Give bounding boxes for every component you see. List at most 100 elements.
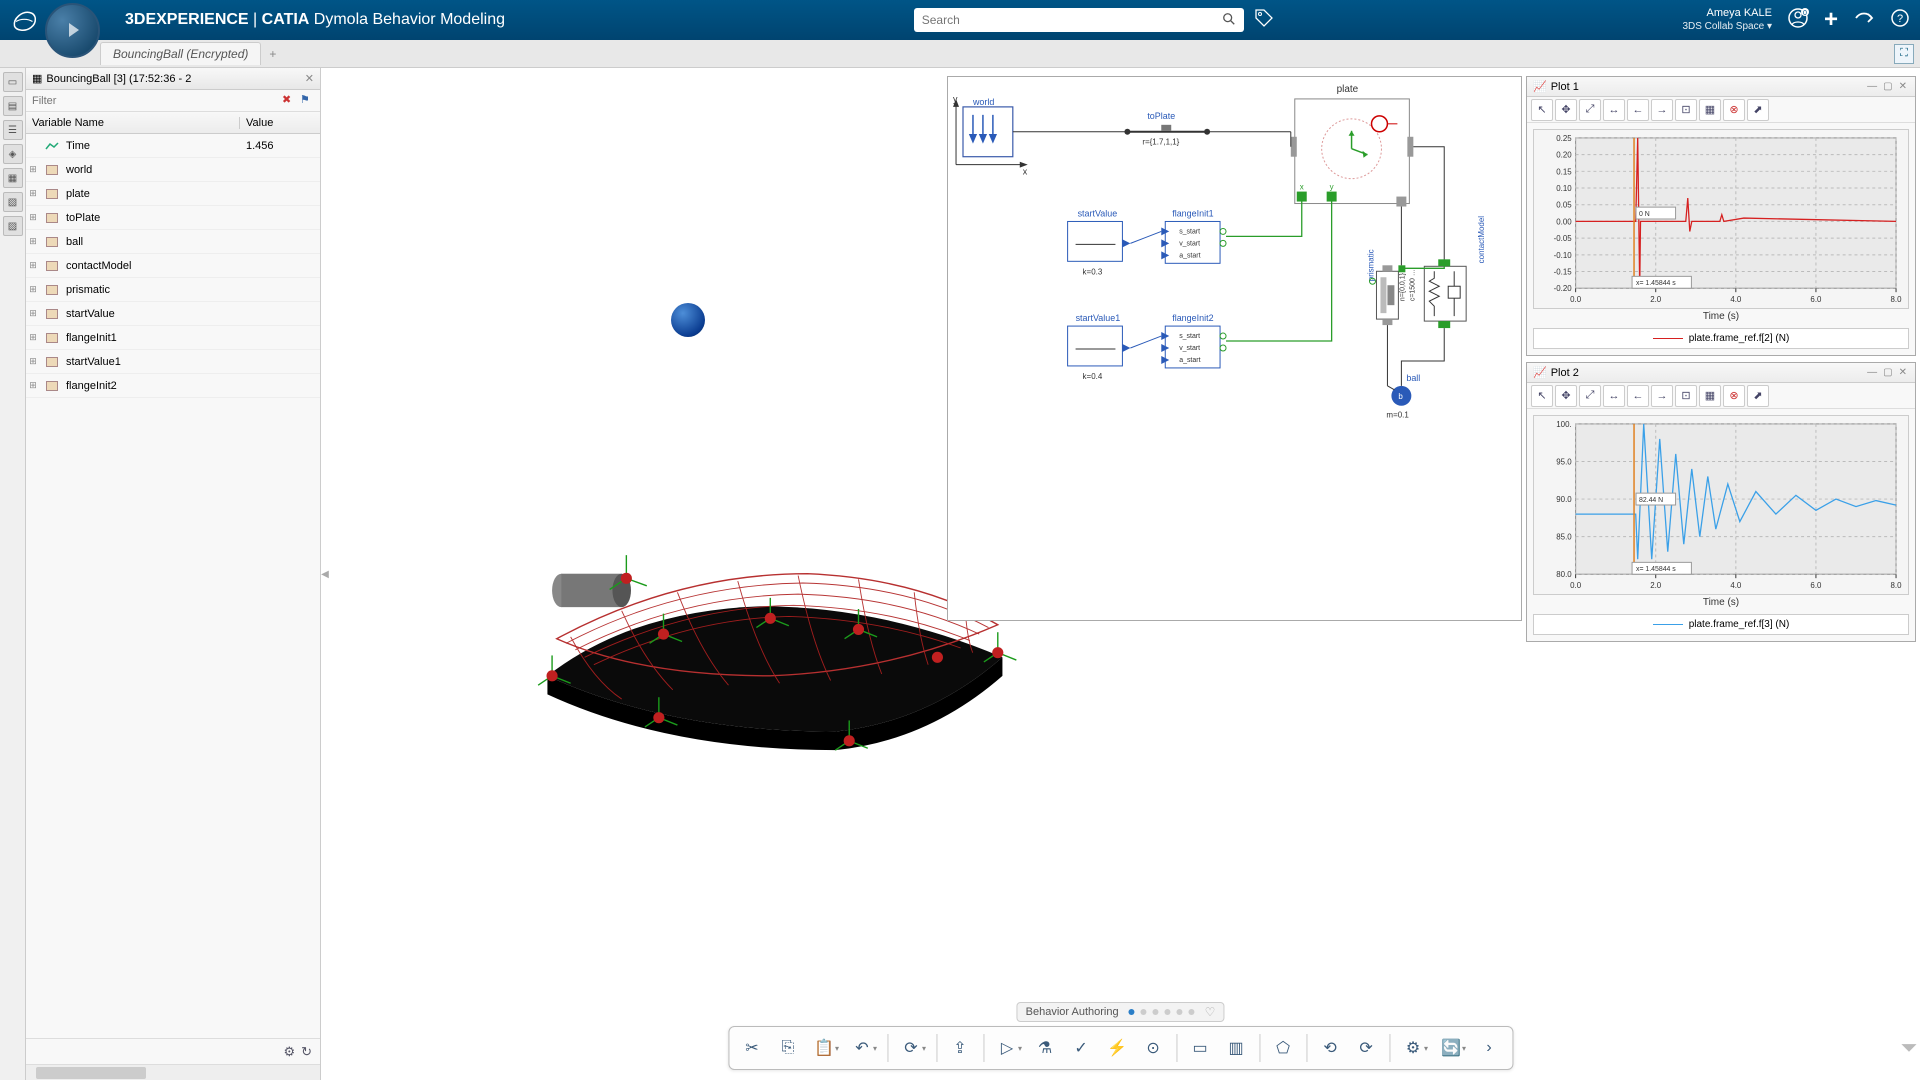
plot-tool-back[interactable]: ←	[1627, 99, 1649, 121]
variable-row[interactable]: ⊞flangeInit2	[26, 374, 320, 398]
undo-dropdown[interactable]: ▾	[873, 1044, 877, 1053]
variable-row[interactable]: ⊞startValue	[26, 302, 320, 326]
plot-tool-back[interactable]: ←	[1627, 385, 1649, 407]
variable-row[interactable]: ⊞startValue1	[26, 350, 320, 374]
plot-tool-zoom[interactable]: ⤢	[1579, 99, 1601, 121]
expand-icon[interactable]: ⊞	[26, 356, 40, 367]
share-icon[interactable]	[1853, 7, 1875, 34]
resize-handle-icon[interactable]: ◣	[1899, 1034, 1919, 1054]
plot-maximize-icon[interactable]: ▢	[1881, 367, 1894, 378]
expand-icon[interactable]: ⊞	[26, 212, 40, 223]
plot-1-chart[interactable]: 0.250.200.150.100.050.00-0.05-0.10-0.15-…	[1533, 129, 1909, 309]
plot-tool-zoomx[interactable]: ↔	[1603, 385, 1625, 407]
view2-button[interactable]: ▥	[1219, 1031, 1253, 1065]
left-tool-3[interactable]: ☰	[3, 120, 23, 140]
footer-settings-icon[interactable]: ⚙	[283, 1044, 295, 1060]
plot-tool-fit[interactable]: ⊡	[1675, 385, 1697, 407]
plot-close-icon[interactable]: ✕	[1897, 367, 1909, 378]
plot-tool-clear[interactable]: ⊗	[1723, 385, 1745, 407]
plot-tool-fwd[interactable]: →	[1651, 385, 1673, 407]
variable-row[interactable]: ⊞prismatic	[26, 278, 320, 302]
expand-icon[interactable]: ⊞	[26, 284, 40, 295]
tab-add-button[interactable]: +	[261, 47, 284, 61]
next-button[interactable]: ›	[1472, 1031, 1506, 1065]
sync-dropdown[interactable]: ▾	[1462, 1044, 1466, 1053]
plot-tool-pan[interactable]: ✥	[1555, 385, 1577, 407]
left-tool-5[interactable]: ▦	[3, 168, 23, 188]
filter-clear-icon[interactable]: ✖	[282, 93, 298, 109]
search-input[interactable]	[922, 13, 1217, 27]
search-icon[interactable]	[1222, 12, 1236, 29]
plot-tool-fwd[interactable]: →	[1651, 99, 1673, 121]
translate-button[interactable]: ⚗	[1028, 1031, 1062, 1065]
cut-button[interactable]: ✂	[735, 1031, 769, 1065]
panel-collapse-handle[interactable]: ◀	[320, 554, 330, 594]
plot-tool-fit[interactable]: ⊡	[1675, 99, 1697, 121]
plot-tool-clear[interactable]: ⊗	[1723, 99, 1745, 121]
filter-options-icon[interactable]: ⚑	[300, 93, 316, 109]
paste-dropdown[interactable]: ▾	[835, 1044, 839, 1053]
variable-row[interactable]: ⊞flangeInit1	[26, 326, 320, 350]
plot-2-chart[interactable]: 100.95.090.085.080.00.02.04.06.08.0x= 1.…	[1533, 415, 1909, 595]
favorite-icon[interactable]: ♡	[1205, 1005, 1216, 1019]
left-tool-4[interactable]: ◈	[3, 144, 23, 164]
expand-icon[interactable]: ⊞	[26, 188, 40, 199]
left-tool-7[interactable]: ▨	[3, 216, 23, 236]
link2-button[interactable]: ⟳	[1349, 1031, 1383, 1065]
variable-row[interactable]: ⊞world	[26, 158, 320, 182]
run-dropdown[interactable]: ▾	[1018, 1044, 1022, 1053]
tag-icon[interactable]	[1254, 8, 1274, 33]
copy-button[interactable]: ⎘	[771, 1031, 805, 1065]
expand-icon[interactable]: ⊞	[26, 380, 40, 391]
settings-dropdown[interactable]: ▾	[1424, 1044, 1428, 1053]
plot-tool-cursor[interactable]: ↖	[1531, 99, 1553, 121]
model-diagram[interactable]: plate x y wor	[947, 76, 1522, 621]
tab-bouncingball[interactable]: BouncingBall (Encrypted)	[100, 42, 261, 65]
expand-view-button[interactable]: ⛶	[1894, 44, 1914, 64]
compass-button[interactable]	[45, 3, 100, 58]
expand-icon[interactable]: ⊞	[26, 332, 40, 343]
plot-tool-grid[interactable]: ▦	[1699, 99, 1721, 121]
expand-icon[interactable]: ⊞	[26, 260, 40, 271]
plot-tool-cursor[interactable]: ↖	[1531, 385, 1553, 407]
plot-minimize-icon[interactable]: —	[1865, 81, 1879, 92]
horizontal-scrollbar[interactable]	[26, 1064, 320, 1080]
refresh-dropdown[interactable]: ▾	[922, 1044, 926, 1053]
plot-tool-grid[interactable]: ▦	[1699, 385, 1721, 407]
profile-icon[interactable]: 0	[1787, 7, 1809, 34]
link1-button[interactable]: ⟲	[1313, 1031, 1347, 1065]
variable-row[interactable]: Time1.456	[26, 134, 320, 158]
simulate-button[interactable]: ⚡	[1100, 1031, 1134, 1065]
search-box[interactable]	[914, 8, 1244, 32]
check-button[interactable]: ✓	[1064, 1031, 1098, 1065]
plot-minimize-icon[interactable]: —	[1865, 367, 1879, 378]
left-tool-2[interactable]: ▤	[3, 96, 23, 116]
plot-tool-zoom[interactable]: ⤢	[1579, 385, 1601, 407]
expand-icon[interactable]: ⊞	[26, 308, 40, 319]
expand-icon[interactable]: ⊞	[26, 164, 40, 175]
expand-icon[interactable]: ⊞	[26, 236, 40, 247]
variable-filter-input[interactable]	[30, 93, 280, 109]
footer-refresh-icon[interactable]: ↻	[301, 1044, 312, 1060]
help-icon[interactable]: ?	[1890, 8, 1910, 33]
left-tool-1[interactable]: ▭	[3, 72, 23, 92]
plot-tool-zoomx[interactable]: ↔	[1603, 99, 1625, 121]
panel-close-icon[interactable]: ✕	[305, 72, 314, 85]
user-info[interactable]: Ameya KALE 3DS Collab Space ▾	[1682, 7, 1772, 32]
variable-row[interactable]: ⊞ball	[26, 230, 320, 254]
column-variable-name[interactable]: Variable Name	[26, 117, 240, 129]
plot-tool-export[interactable]: ⬈	[1747, 385, 1769, 407]
column-value[interactable]: Value	[240, 117, 320, 129]
add-icon[interactable]: +	[1824, 6, 1838, 34]
plot-close-icon[interactable]: ✕	[1897, 81, 1909, 92]
plot-maximize-icon[interactable]: ▢	[1881, 81, 1894, 92]
plot-tool-export[interactable]: ⬈	[1747, 99, 1769, 121]
main-canvas[interactable]: ◀	[321, 68, 1920, 1080]
variable-row[interactable]: ⊞plate	[26, 182, 320, 206]
plot-tool-pan[interactable]: ✥	[1555, 99, 1577, 121]
step-button[interactable]: ⊙	[1136, 1031, 1170, 1065]
export-button[interactable]: ⇪	[943, 1031, 977, 1065]
left-tool-6[interactable]: ▧	[3, 192, 23, 212]
variable-row[interactable]: ⊞toPlate	[26, 206, 320, 230]
action-bar-tabs[interactable]: Behavior Authoring ♡	[1017, 1002, 1225, 1022]
